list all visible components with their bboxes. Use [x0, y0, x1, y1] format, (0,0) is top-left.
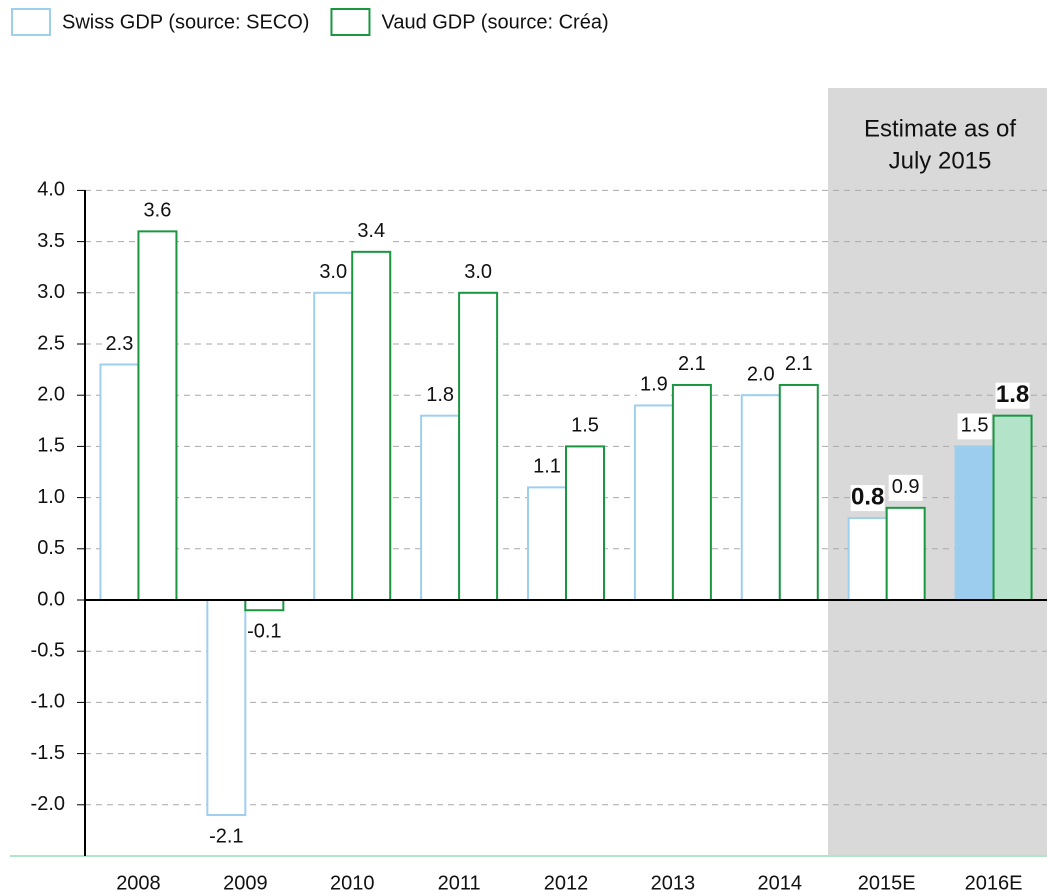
data-label: 1.8 [996, 381, 1029, 408]
y-tick-label: 1.5 [37, 435, 65, 457]
data-label: 1.9 [640, 374, 668, 396]
bar [565, 445, 605, 601]
annotation: Estimate as of [864, 115, 1016, 142]
bar [137, 230, 178, 602]
label-bg [102, 331, 137, 358]
data-label: 2.1 [785, 353, 813, 375]
bar [954, 445, 995, 601]
data-label: 1.1 [533, 456, 561, 478]
label-bg [743, 362, 778, 389]
data-label: 3.0 [464, 261, 492, 283]
bar [740, 394, 781, 602]
label-bg [354, 218, 389, 245]
data-label: 2.0 [747, 363, 775, 385]
label-bg [957, 413, 992, 440]
y-tick-label: -0.5 [31, 639, 65, 661]
label-bg [461, 259, 496, 286]
bar [527, 486, 567, 601]
y-tick-label: -2.0 [31, 793, 65, 815]
label-bg [995, 382, 1030, 409]
y-tick-label: 4.0 [37, 179, 65, 201]
label-bg [781, 351, 816, 378]
y-tick-label: 1.0 [37, 486, 65, 508]
bar [244, 599, 285, 612]
label-bg [140, 198, 175, 225]
x-tick-label: 2009 [223, 872, 268, 894]
x-tick-label: 2013 [651, 872, 696, 894]
bar [206, 599, 247, 817]
y-tick-label: 0.0 [37, 588, 65, 610]
legend-swatch [330, 8, 371, 36]
data-label: 0.9 [892, 476, 920, 498]
legend-label: Vaud GDP (source: Créa) [381, 11, 608, 33]
bar [420, 414, 461, 601]
label-bg [888, 474, 923, 501]
bar [633, 404, 674, 601]
y-tick-label: 0.5 [37, 537, 65, 559]
data-label: 1.5 [961, 415, 989, 437]
bar [99, 363, 140, 602]
y-tick-label: -1.5 [31, 742, 65, 764]
bar [847, 517, 888, 602]
x-tick-label: 2014 [758, 872, 803, 894]
data-label: -2.1 [209, 825, 243, 847]
y-tick-label: -1.0 [31, 691, 65, 713]
label-bg [850, 485, 885, 512]
x-tick-label: 2008 [116, 872, 161, 894]
data-label: 3.0 [319, 261, 347, 283]
y-tick-label: 2.5 [37, 332, 65, 354]
label-bg [636, 372, 671, 399]
label-bg [316, 259, 351, 286]
label-bg [568, 413, 602, 440]
y-tick-label: 3.5 [37, 230, 65, 252]
x-tick-label: 2016E [965, 872, 1023, 894]
data-label: -0.1 [247, 621, 281, 643]
data-label: 2.1 [678, 353, 706, 375]
label-bg [209, 824, 244, 851]
legend-label: Swiss GDP (source: SECO) [62, 11, 309, 33]
x-tick-label: 2015E [858, 872, 916, 894]
x-tick-label: 2011 [438, 872, 481, 894]
bar [671, 383, 712, 601]
bar [351, 250, 392, 601]
bar [458, 291, 499, 601]
data-label: 1.8 [426, 384, 454, 406]
data-label: 0.8 [851, 483, 884, 510]
bar [885, 506, 926, 601]
data-label: 2.3 [106, 333, 134, 355]
data-label: 3.4 [357, 220, 385, 242]
data-label: 3.6 [144, 200, 172, 222]
bar [313, 291, 354, 601]
legend-swatch [11, 8, 51, 36]
label-bg [247, 619, 282, 646]
bar [992, 414, 1033, 601]
label-bg [423, 382, 458, 409]
x-tick-label: 2012 [544, 872, 589, 894]
x-tick-label: 2010 [330, 872, 375, 894]
annotation: July 2015 [889, 147, 992, 174]
bar [778, 383, 819, 601]
y-tick-label: 2.0 [37, 383, 65, 405]
label-bg [530, 454, 564, 481]
label-bg [674, 351, 709, 378]
y-tick-label: 3.0 [37, 281, 65, 303]
data-label: 1.5 [571, 415, 599, 437]
